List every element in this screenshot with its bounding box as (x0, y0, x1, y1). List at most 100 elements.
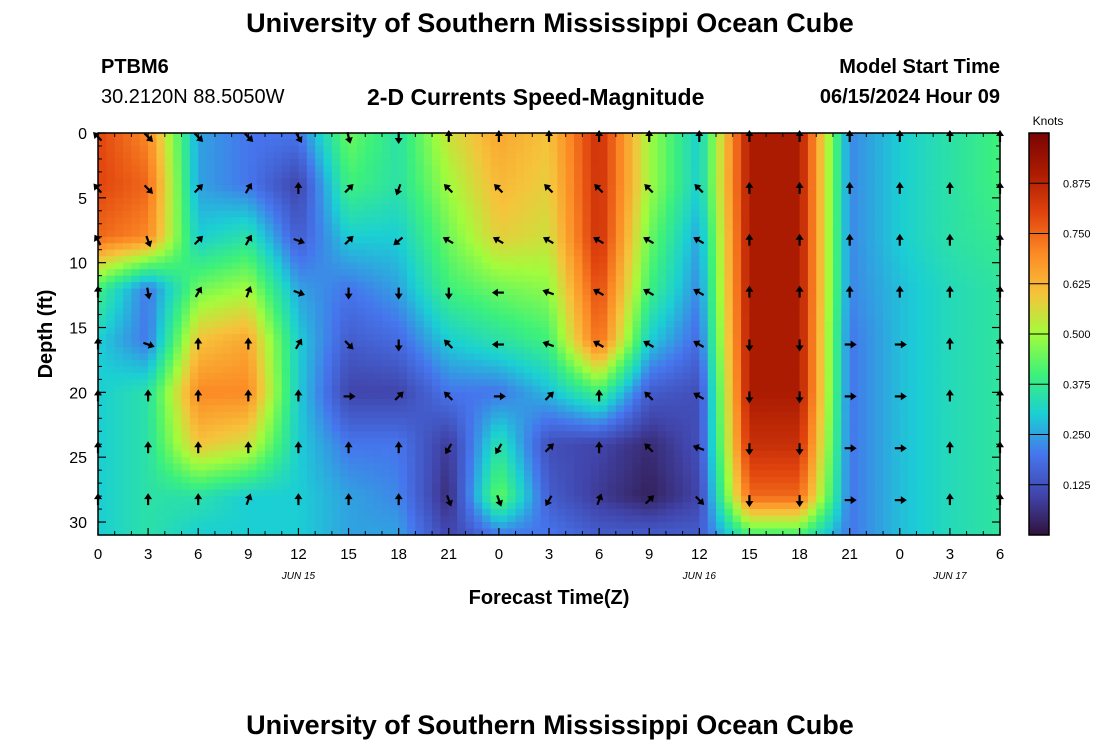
heatmap-cell (223, 133, 233, 141)
heatmap-cell (540, 392, 550, 400)
heatmap-cell (782, 314, 792, 322)
heatmap-cell (348, 327, 358, 335)
heatmap-cell (315, 392, 325, 400)
heatmap-cell (490, 230, 500, 238)
heatmap-cell (448, 372, 458, 380)
heatmap-cell (189, 262, 199, 270)
heatmap-cell (849, 249, 859, 257)
heatmap-cell (523, 275, 533, 283)
heatmap-cell (231, 145, 241, 154)
heatmap-cell (223, 346, 233, 355)
heatmap-cell (966, 359, 976, 368)
heatmap-cell (732, 385, 742, 393)
heatmap-cell (148, 165, 158, 173)
heatmap-cell (432, 230, 442, 238)
heatmap-cell (649, 204, 659, 212)
heatmap-cell (674, 379, 684, 387)
heatmap-cell (699, 418, 709, 426)
heatmap-cell (866, 230, 876, 238)
heatmap-cell (599, 191, 609, 199)
heatmap-cell (916, 385, 926, 393)
heatmap-cell (256, 366, 266, 374)
heatmap-cell (523, 346, 533, 355)
heatmap-cell (164, 158, 174, 167)
heatmap-cell (123, 359, 133, 368)
heatmap-cell (440, 398, 450, 406)
heatmap-cell (590, 243, 600, 251)
heatmap-cell (983, 295, 993, 303)
heatmap-cell (874, 243, 884, 251)
heatmap-cell (473, 372, 483, 380)
heatmap-cell (624, 282, 634, 290)
heatmap-cell (866, 327, 876, 335)
heatmap-cell (482, 411, 492, 419)
heatmap-cell (156, 217, 166, 225)
heatmap-cell (574, 152, 584, 160)
heatmap-cell (549, 249, 558, 257)
heatmap-cell (507, 158, 517, 167)
heatmap-cell (966, 178, 976, 186)
heatmap-cell (766, 139, 776, 147)
heatmap-cell (423, 366, 433, 374)
heatmap-cell (515, 269, 525, 277)
heatmap-cell (624, 321, 634, 329)
heatmap-cell (331, 353, 341, 361)
heatmap-cell (757, 418, 767, 426)
heatmap-cell (373, 262, 383, 270)
heatmap-cell (674, 295, 684, 303)
heatmap-cell (473, 418, 483, 426)
heatmap-cell (557, 424, 567, 432)
heatmap-cell (315, 308, 325, 316)
heatmap-cell (148, 171, 158, 179)
heatmap-cell (657, 236, 667, 244)
heatmap-cell (248, 321, 258, 329)
heatmap-cell (682, 236, 692, 244)
heatmap-cell (515, 256, 525, 264)
heatmap-cell (381, 398, 391, 406)
heatmap-cell (331, 405, 341, 413)
heatmap-cell (331, 308, 341, 316)
heatmap-cell (298, 171, 308, 179)
heatmap-cell (807, 346, 817, 355)
heatmap-cell (473, 353, 483, 361)
heatmap-cell (198, 256, 208, 264)
heatmap-cell (816, 424, 826, 432)
heatmap-cell (732, 359, 742, 368)
heatmap-cell (248, 262, 258, 270)
heatmap-cell (114, 243, 124, 251)
heatmap-cell (348, 334, 358, 342)
heatmap-cell (123, 372, 133, 380)
heatmap-cell (415, 398, 425, 406)
heatmap-cell (432, 372, 442, 380)
heatmap-cell (849, 262, 859, 270)
heatmap-cell (958, 295, 968, 303)
heatmap-cell (866, 171, 876, 179)
heatmap-cell (490, 308, 500, 316)
heatmap-cell (615, 269, 625, 277)
heatmap-cell (757, 243, 767, 251)
heatmap-cell (899, 262, 909, 270)
heatmap-cell (682, 340, 692, 348)
heatmap-cell (941, 184, 951, 192)
heatmap-cell (206, 346, 216, 355)
heatmap-cell (290, 275, 300, 283)
heatmap-cell (574, 392, 584, 400)
heatmap-cell (732, 308, 742, 316)
heatmap-cell (415, 262, 425, 270)
heatmap-cell (607, 236, 617, 244)
heatmap-cell (749, 385, 759, 393)
heatmap-cell (599, 424, 609, 432)
heatmap-cell (214, 249, 224, 257)
heatmap-cell (139, 236, 149, 244)
heatmap-cell (924, 405, 934, 413)
heatmap-cell (983, 314, 993, 322)
heatmap-cell (148, 301, 158, 309)
heatmap-cell (741, 210, 751, 218)
heatmap-cell (816, 165, 826, 173)
heatmap-cell (540, 158, 550, 167)
heatmap-cell (123, 230, 133, 238)
heatmap-cell (198, 301, 208, 309)
heatmap-cell (991, 340, 1001, 348)
heatmap-cell (707, 405, 717, 413)
heatmap-cell (306, 139, 316, 147)
